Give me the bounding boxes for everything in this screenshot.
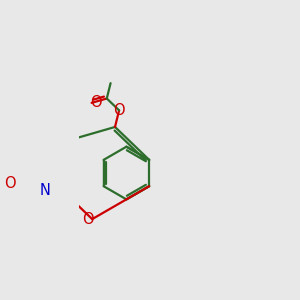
Text: O: O [82, 212, 94, 226]
Text: N: N [40, 183, 50, 198]
Text: O: O [4, 176, 16, 191]
Text: O: O [113, 103, 125, 118]
Text: O: O [90, 95, 101, 110]
